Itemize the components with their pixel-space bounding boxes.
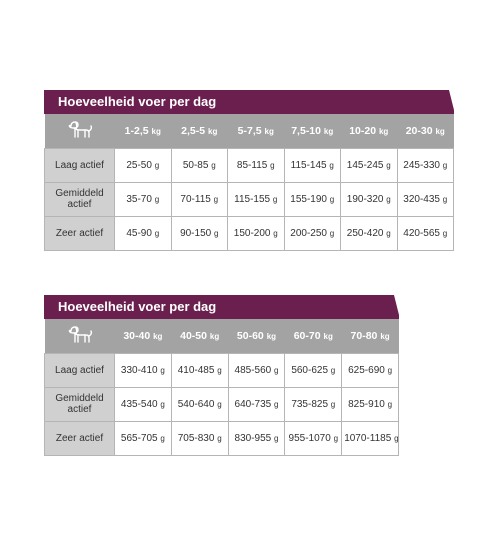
amount-cell: 825-910 g xyxy=(341,386,399,422)
dog-icon xyxy=(44,319,115,353)
weight-header: 20-30 kg xyxy=(397,114,454,148)
activity-label: Laag actief xyxy=(44,352,115,388)
amount-cell: 155-190 g xyxy=(283,181,341,217)
weight-header: 7,5-10 kg xyxy=(284,114,341,148)
feeding-table-small-dogs: Hoeveelheid voer per dag xyxy=(44,90,455,251)
feeding-table: 30-40 kg 40-50 kg 50-60 kg 60-70 kg 70-8… xyxy=(44,319,399,456)
activity-label: Zeer actief xyxy=(44,420,115,456)
activity-label: Gemiddeld actief xyxy=(44,386,115,422)
amount-cell: 330-410 g xyxy=(114,352,172,388)
weight-header: 1-2,5 kg xyxy=(114,114,171,148)
weight-header: 60-70 kg xyxy=(284,319,342,353)
amount-cell: 705-830 g xyxy=(170,420,229,456)
header-row: 30-40 kg 40-50 kg 50-60 kg 60-70 kg 70-8… xyxy=(44,319,399,353)
table-row-gemiddeld-actief: Gemiddeld actief 435-540 g 540-640 g 640… xyxy=(44,386,399,422)
amount-cell: 150-200 g xyxy=(227,215,285,251)
amount-cell: 320-435 g xyxy=(396,181,454,217)
amount-cell: 830-955 g xyxy=(227,420,286,456)
amount-cell: 410-485 g xyxy=(170,352,229,388)
amount-cell: 50-85 g xyxy=(170,147,228,183)
amount-cell: 70-115 g xyxy=(170,181,228,217)
weight-header: 2,5-5 kg xyxy=(171,114,228,148)
weight-header: 30-40 kg xyxy=(114,319,172,353)
amount-cell: 540-640 g xyxy=(170,386,229,422)
weight-header: 50-60 kg xyxy=(228,319,285,353)
weight-header: 5-7,5 kg xyxy=(227,114,284,148)
table-title: Hoeveelheid voer per dag xyxy=(44,295,400,319)
amount-cell: 1070-1185 g xyxy=(341,420,399,456)
amount-cell: 115-155 g xyxy=(227,181,285,217)
feeding-table-large-dogs: Hoeveelheid voer per dag xyxy=(44,295,400,456)
dog-icon xyxy=(44,114,115,148)
amount-cell: 625-690 g xyxy=(341,352,399,388)
weight-header: 40-50 kg xyxy=(171,319,229,353)
amount-cell: 485-560 g xyxy=(227,352,286,388)
feeding-table: 1-2,5 kg 2,5-5 kg 5-7,5 kg 7,5-10 kg 10-… xyxy=(44,114,454,251)
table-row-laag-actief: Laag actief 25-50 g 50-85 g 85-115 g 115… xyxy=(44,147,454,183)
amount-cell: 200-250 g xyxy=(283,215,341,251)
amount-cell: 90-150 g xyxy=(170,215,228,251)
amount-cell: 250-420 g xyxy=(340,215,398,251)
amount-cell: 25-50 g xyxy=(114,147,172,183)
amount-cell: 955-1070 g xyxy=(284,420,343,456)
table-row-zeer-actief: Zeer actief 45-90 g 90-150 g 150-200 g 2… xyxy=(44,215,454,251)
amount-cell: 45-90 g xyxy=(114,215,172,251)
weight-header: 70-80 kg xyxy=(341,319,399,353)
table-row-gemiddeld-actief: Gemiddeld actief 35-70 g 70-115 g 115-15… xyxy=(44,181,454,217)
table-title: Hoeveelheid voer per dag xyxy=(44,90,455,114)
amount-cell: 565-705 g xyxy=(114,420,172,456)
amount-cell: 190-320 g xyxy=(340,181,398,217)
amount-cell: 115-145 g xyxy=(283,147,341,183)
table-row-zeer-actief: Zeer actief 565-705 g 705-830 g 830-955 … xyxy=(44,420,399,456)
activity-label: Laag actief xyxy=(44,147,115,183)
activity-label: Zeer actief xyxy=(44,215,115,251)
amount-cell: 420-565 g xyxy=(396,215,454,251)
table-row-laag-actief: Laag actief 330-410 g 410-485 g 485-560 … xyxy=(44,352,399,388)
amount-cell: 245-330 g xyxy=(396,147,454,183)
weight-header: 10-20 kg xyxy=(340,114,397,148)
amount-cell: 735-825 g xyxy=(284,386,343,422)
amount-cell: 85-115 g xyxy=(227,147,285,183)
amount-cell: 435-540 g xyxy=(114,386,172,422)
amount-cell: 560-625 g xyxy=(284,352,343,388)
amount-cell: 145-245 g xyxy=(340,147,398,183)
amount-cell: 640-735 g xyxy=(227,386,286,422)
activity-label: Gemiddeld actief xyxy=(44,181,115,217)
amount-cell: 35-70 g xyxy=(114,181,172,217)
header-row: 1-2,5 kg 2,5-5 kg 5-7,5 kg 7,5-10 kg 10-… xyxy=(44,114,454,148)
